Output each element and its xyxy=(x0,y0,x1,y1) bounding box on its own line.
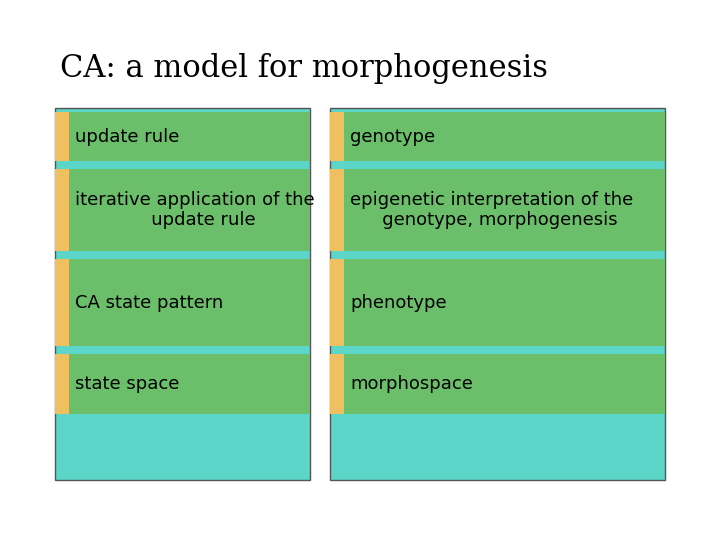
Text: state space: state space xyxy=(75,375,179,393)
Bar xyxy=(55,112,69,161)
Bar xyxy=(344,354,665,414)
Bar xyxy=(55,354,69,414)
Text: CA: a model for morphogenesis: CA: a model for morphogenesis xyxy=(60,52,548,84)
Text: epigenetic interpretation of the
   genotype, morphogenesis: epigenetic interpretation of the genotyp… xyxy=(350,191,634,229)
Text: iterative application of the
   update rule: iterative application of the update rule xyxy=(75,191,315,229)
Text: phenotype: phenotype xyxy=(350,294,446,312)
Bar xyxy=(344,169,665,251)
Text: update rule: update rule xyxy=(75,127,179,145)
Bar xyxy=(69,259,310,346)
Bar xyxy=(55,259,69,346)
Bar xyxy=(69,169,310,251)
Bar xyxy=(69,112,310,161)
Bar xyxy=(330,354,344,414)
Bar xyxy=(55,169,69,251)
Text: genotype: genotype xyxy=(350,127,435,145)
Bar xyxy=(55,108,310,480)
Text: CA state pattern: CA state pattern xyxy=(75,294,223,312)
Bar xyxy=(344,259,665,346)
Bar xyxy=(330,112,344,161)
Bar xyxy=(69,354,310,414)
Bar xyxy=(330,259,344,346)
Text: morphospace: morphospace xyxy=(350,375,473,393)
Bar xyxy=(344,112,665,161)
Bar xyxy=(330,108,665,480)
Bar xyxy=(330,169,344,251)
